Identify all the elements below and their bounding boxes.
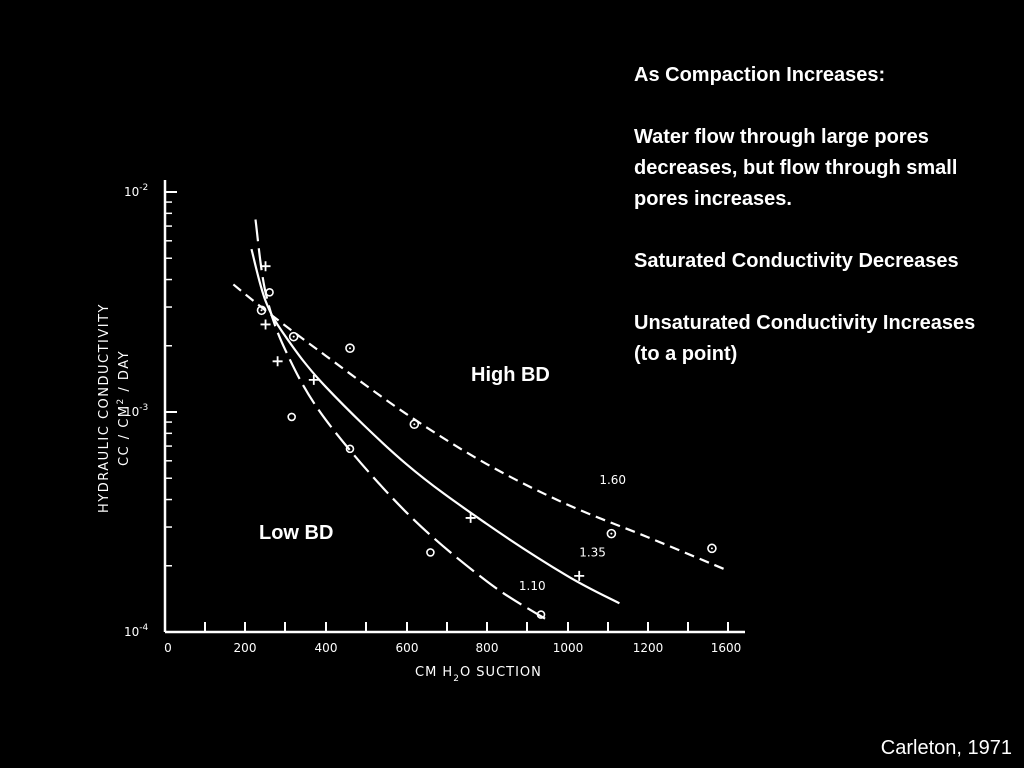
explanation-paragraph-saturated: Saturated Conductivity Decreases <box>634 250 959 272</box>
high-bd-label: High BD <box>471 364 550 386</box>
data-point-circle-dot <box>288 331 299 342</box>
series-line-1-10 <box>254 219 546 620</box>
chart-labels: HYDRAULIC CONDUCTIVITY CC / CM2 / DAY CM… <box>97 303 542 684</box>
series-line-1-60 <box>232 283 729 572</box>
x-tick-label: 600 <box>396 641 419 655</box>
y-tick-label: 10-2 <box>124 183 148 199</box>
x-tick-label: 400 <box>315 641 338 655</box>
x-tick-label: 200 <box>234 641 257 655</box>
chart-markers <box>256 261 717 619</box>
series-line-1-35 <box>250 248 620 605</box>
data-point-plus <box>465 512 476 523</box>
x-tick-label: 1200 <box>633 641 664 655</box>
low-bd-label: Low BD <box>259 522 334 544</box>
y-axis-label: HYDRAULIC CONDUCTIVITY <box>97 303 112 513</box>
x-tick-label: 1600 <box>711 641 742 655</box>
data-point-dot <box>348 347 351 350</box>
data-point-circle-dot <box>345 343 355 353</box>
data-point-dot <box>610 532 613 535</box>
data-point-dot <box>710 547 713 550</box>
data-point-circle <box>426 548 435 557</box>
data-point-dot <box>413 423 416 426</box>
explanation-text: As Compaction Increases: Water flow thro… <box>634 60 994 401</box>
data-point-dot <box>292 335 295 338</box>
explanation-heading: As Compaction Increases: <box>634 64 886 86</box>
x-tick-label: 800 <box>476 641 499 655</box>
x-axis-label: CM H2O SUCTION <box>415 665 542 684</box>
x-tick-label: 1000 <box>553 641 584 655</box>
y-axis-unit-label: CC / CM2 / DAY <box>116 350 132 466</box>
source-credit: Carleton, 1971 <box>880 737 1012 759</box>
data-point-circle <box>287 412 296 422</box>
data-point-plus <box>260 319 271 330</box>
explanation-paragraph-unsaturated: Unsaturated Conductivity Increases (to a… <box>634 312 976 365</box>
data-point-circle-dot <box>606 528 617 539</box>
data-point-circle-dot <box>256 305 267 316</box>
y-tick-label: 10-4 <box>124 623 149 639</box>
data-point-plus <box>272 356 283 367</box>
data-point-plus <box>308 374 319 385</box>
data-point-circle-dot <box>707 543 717 554</box>
series-label: 1.35 <box>579 546 606 560</box>
data-point-circle <box>265 288 274 297</box>
data-point-plus <box>260 261 271 272</box>
explanation-paragraph-flow: Water flow through large pores decreases… <box>634 126 958 210</box>
data-point-circle <box>345 444 355 454</box>
data-point-circle <box>536 610 546 619</box>
y-tick-label: 10-3 <box>124 403 148 419</box>
data-point-dot <box>260 309 263 312</box>
x-tick-label: 0 <box>164 641 172 655</box>
chart-ticks: 0 200 400 600 800 1000 1200 1600 10-2 10-3 10-4 <box>124 183 741 655</box>
data-point-circle-dot <box>409 419 420 430</box>
series-label: 1.10 <box>519 579 546 593</box>
data-point-plus <box>574 570 585 581</box>
series-label: 1.60 <box>599 473 626 487</box>
